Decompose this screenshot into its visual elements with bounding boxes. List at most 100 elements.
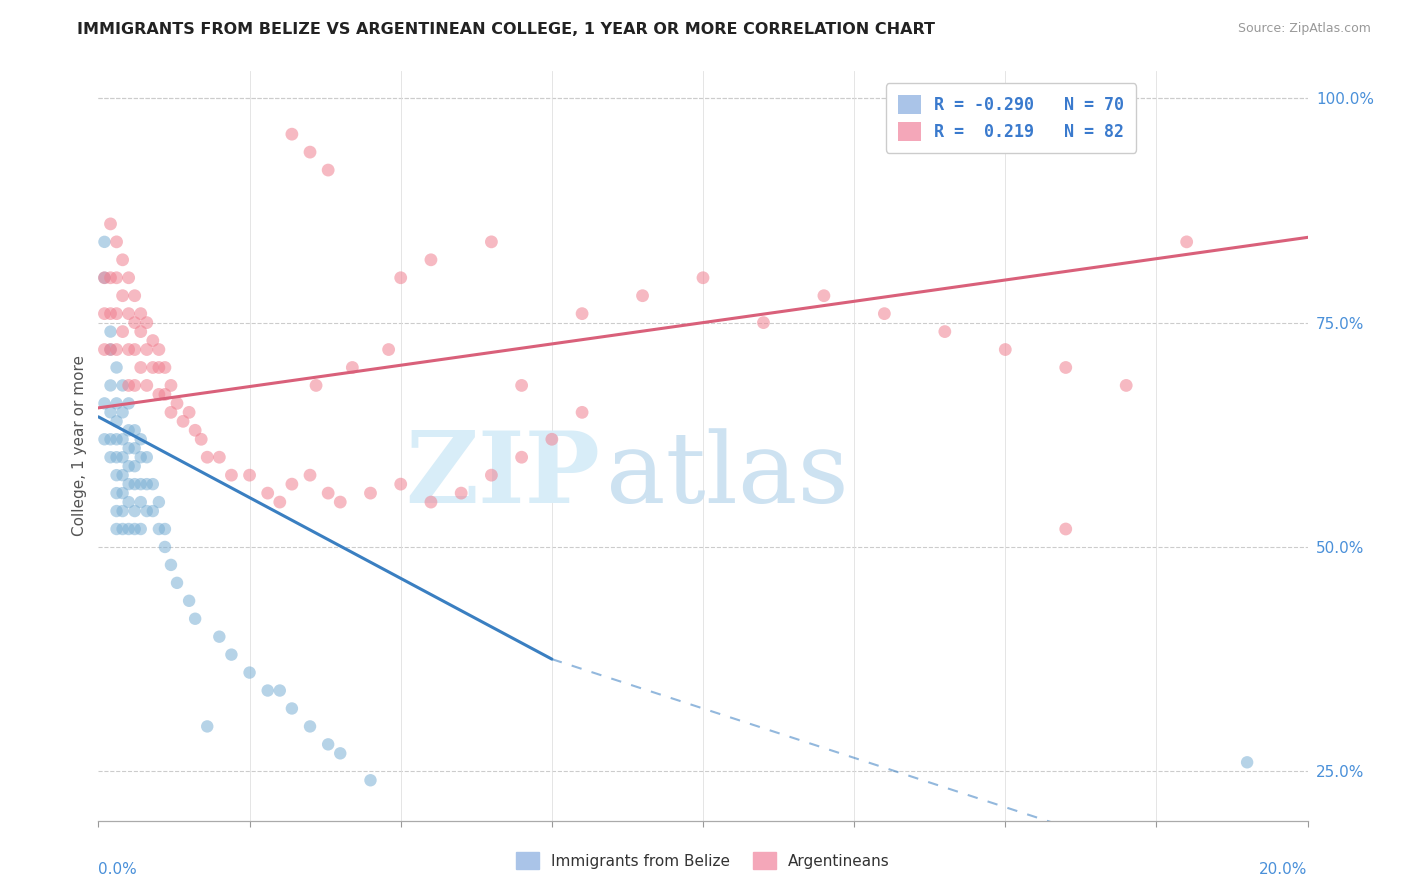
Point: [135, 378, 157, 392]
Point: [100, 432, 122, 446]
Point: [148, 343, 170, 357]
Point: [93, 307, 115, 321]
Point: [813, 288, 835, 302]
Point: [281, 477, 304, 491]
Point: [111, 522, 134, 536]
Point: [129, 522, 152, 536]
Point: [118, 477, 141, 491]
Point: [631, 288, 654, 302]
Point: [124, 477, 146, 491]
Point: [100, 325, 122, 339]
Point: [148, 387, 170, 401]
Point: [1054, 360, 1077, 375]
Point: [281, 127, 304, 141]
Point: [389, 270, 412, 285]
Point: [160, 558, 183, 572]
Point: [100, 270, 122, 285]
Point: [135, 316, 157, 330]
Point: [752, 316, 775, 330]
Point: [129, 307, 152, 321]
Text: IMMIGRANTS FROM BELIZE VS ARGENTINEAN COLLEGE, 1 YEAR OR MORE CORRELATION CHART: IMMIGRANTS FROM BELIZE VS ARGENTINEAN CO…: [77, 22, 935, 37]
Point: [111, 325, 134, 339]
Point: [118, 442, 141, 456]
Point: [100, 405, 122, 419]
Text: ZIP: ZIP: [405, 427, 600, 524]
Point: [377, 343, 399, 357]
Point: [129, 477, 152, 491]
Point: [148, 522, 170, 536]
Point: [118, 522, 141, 536]
Point: [1175, 235, 1198, 249]
Point: [221, 468, 243, 483]
Point: [111, 288, 134, 302]
Point: [129, 360, 152, 375]
Point: [124, 378, 146, 392]
Point: [105, 414, 128, 428]
Point: [360, 486, 382, 500]
Point: [571, 307, 593, 321]
Point: [269, 683, 291, 698]
Legend: Immigrants from Belize, Argentineans: Immigrants from Belize, Argentineans: [510, 846, 896, 875]
Point: [129, 450, 152, 465]
Point: [105, 504, 128, 518]
Point: [111, 468, 134, 483]
Point: [256, 683, 278, 698]
Point: [153, 540, 176, 554]
Point: [153, 360, 176, 375]
Point: [142, 360, 165, 375]
Point: [195, 450, 218, 465]
Point: [316, 163, 339, 178]
Point: [208, 630, 231, 644]
Point: [118, 307, 141, 321]
Point: [994, 343, 1017, 357]
Point: [148, 360, 170, 375]
Text: 0.0%: 0.0%: [98, 862, 138, 877]
Point: [124, 504, 146, 518]
Point: [571, 405, 593, 419]
Text: 20.0%: 20.0%: [1260, 862, 1308, 877]
Point: [450, 486, 472, 500]
Point: [184, 423, 207, 437]
Point: [100, 343, 122, 357]
Point: [190, 432, 212, 446]
Point: [172, 414, 194, 428]
Point: [208, 450, 231, 465]
Point: [105, 450, 128, 465]
Point: [934, 325, 956, 339]
Point: [329, 495, 352, 509]
Point: [160, 405, 183, 419]
Point: [111, 486, 134, 500]
Point: [111, 450, 134, 465]
Point: [510, 450, 533, 465]
Point: [316, 486, 339, 500]
Point: [873, 307, 896, 321]
Point: [329, 747, 352, 761]
Point: [105, 235, 128, 249]
Point: [281, 701, 304, 715]
Point: [93, 396, 115, 410]
Point: [299, 468, 322, 483]
Point: [1115, 378, 1137, 392]
Point: [389, 477, 412, 491]
Y-axis label: College, 1 year or more: College, 1 year or more: [72, 356, 87, 536]
Point: [124, 423, 146, 437]
Point: [93, 270, 115, 285]
Point: [148, 495, 170, 509]
Point: [129, 495, 152, 509]
Point: [105, 432, 128, 446]
Point: [269, 495, 291, 509]
Point: [510, 378, 533, 392]
Point: [316, 737, 339, 751]
Point: [124, 343, 146, 357]
Point: [481, 468, 503, 483]
Point: [111, 432, 134, 446]
Point: [111, 378, 134, 392]
Point: [124, 459, 146, 474]
Point: [105, 486, 128, 500]
Point: [135, 343, 157, 357]
Point: [105, 522, 128, 536]
Point: [118, 459, 141, 474]
Point: [111, 504, 134, 518]
Point: [105, 307, 128, 321]
Point: [100, 307, 122, 321]
